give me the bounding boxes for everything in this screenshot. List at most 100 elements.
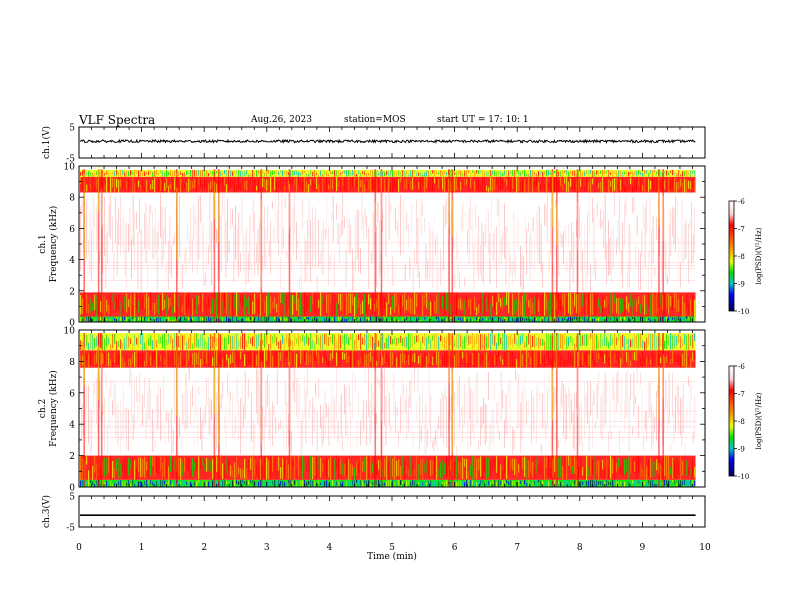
streak [150, 204, 152, 215]
streak [566, 256, 568, 275]
band-texture [88, 480, 90, 487]
band-texture [622, 351, 624, 364]
streak [273, 226, 275, 243]
band-texture [266, 169, 268, 177]
band-texture [164, 172, 166, 177]
band-texture [516, 170, 518, 174]
band-texture [120, 350, 122, 368]
band-texture [422, 174, 424, 177]
band-texture [426, 356, 428, 368]
streak [80, 367, 81, 406]
streak [566, 393, 568, 440]
band-texture [302, 455, 304, 479]
band-texture [614, 456, 616, 480]
streak [246, 227, 248, 286]
band-texture [548, 351, 550, 366]
streak [568, 386, 569, 408]
streak [396, 407, 398, 416]
streak [371, 383, 372, 436]
band-texture [338, 334, 340, 350]
band-texture [92, 302, 94, 311]
band-fill [80, 316, 696, 322]
streak [478, 216, 480, 281]
streak [388, 194, 390, 240]
streak [601, 219, 603, 228]
band-texture [182, 318, 184, 322]
band-texture [590, 170, 592, 174]
band-texture [160, 480, 162, 487]
band-texture [230, 179, 232, 188]
band-texture [284, 351, 286, 363]
band-texture [272, 170, 274, 175]
streak [524, 211, 526, 247]
band-texture [140, 352, 142, 366]
band-texture [520, 302, 522, 316]
streak [292, 382, 294, 391]
band-texture [154, 170, 156, 177]
band-texture [672, 335, 674, 349]
streak [329, 255, 331, 271]
band-texture [522, 171, 524, 174]
band-texture [416, 335, 418, 343]
band-texture [646, 179, 648, 190]
band-texture [500, 298, 502, 308]
band-texture [434, 456, 436, 479]
band-texture [562, 482, 564, 486]
band-texture [526, 335, 528, 347]
band-texture [494, 459, 496, 468]
band-texture [526, 174, 528, 177]
band-texture [442, 319, 444, 322]
band-texture [638, 316, 640, 320]
streak [356, 209, 358, 260]
streak [265, 227, 267, 270]
streak [651, 230, 652, 289]
band-texture [596, 318, 598, 321]
x-tick-label: 5 [389, 543, 395, 553]
band-texture [204, 481, 206, 487]
x-tick-label: 9 [640, 543, 646, 553]
band-texture [100, 352, 102, 366]
streak [217, 227, 219, 281]
band-texture [388, 480, 390, 487]
bright-column-core [214, 341, 215, 414]
band-texture [212, 336, 214, 349]
band-texture [316, 292, 318, 315]
band-texture [474, 455, 476, 480]
band-texture [360, 457, 362, 480]
streak [603, 384, 604, 428]
streak [545, 420, 547, 438]
band-texture [376, 480, 378, 485]
band-texture [240, 183, 242, 191]
band-texture [446, 350, 448, 368]
band-texture [450, 181, 452, 192]
streak [174, 369, 176, 423]
band-texture [642, 184, 644, 192]
band-texture [528, 300, 530, 308]
streak [427, 259, 428, 279]
band-texture [216, 480, 218, 487]
band-texture [642, 351, 644, 368]
band-texture [128, 299, 130, 308]
band-texture [672, 457, 674, 479]
band-texture [398, 352, 400, 368]
band-texture [532, 462, 534, 477]
band-texture [566, 176, 568, 192]
band-texture [400, 177, 402, 183]
streak [382, 212, 384, 232]
band-texture [352, 177, 354, 188]
streak [483, 231, 484, 286]
streak [483, 397, 484, 424]
band-texture [410, 170, 412, 177]
band-texture [666, 480, 668, 485]
band-texture [652, 350, 654, 366]
band-texture [600, 350, 602, 358]
band-texture [314, 184, 316, 191]
band-texture [624, 336, 626, 350]
band-texture [470, 354, 472, 367]
streak [196, 400, 198, 447]
band-texture [470, 177, 472, 188]
band-texture [534, 317, 536, 322]
streak [408, 223, 409, 247]
band-texture [640, 358, 642, 367]
band-texture [466, 296, 468, 307]
